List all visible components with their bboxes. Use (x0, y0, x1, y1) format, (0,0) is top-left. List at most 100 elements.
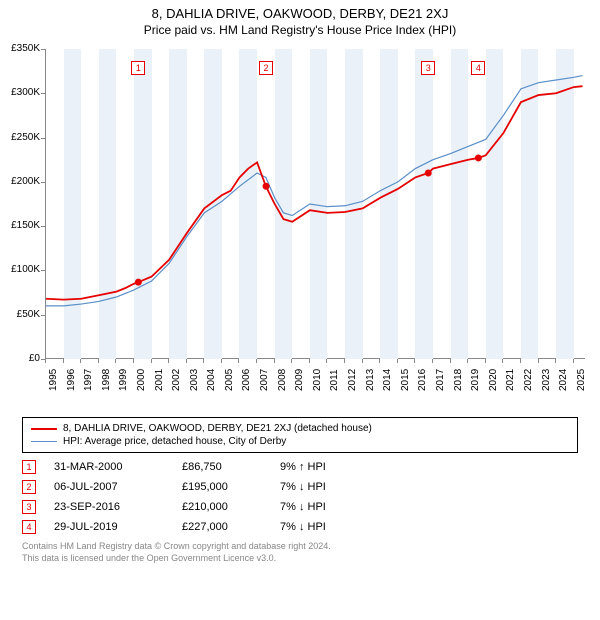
y-tick (41, 315, 45, 316)
x-tick (186, 359, 187, 363)
x-tick (379, 359, 380, 363)
sale-dot-4 (475, 154, 482, 161)
x-tick (397, 359, 398, 363)
sale-row: 3 23-SEP-2016 £210,000 7% ↓ HPI (22, 497, 578, 517)
x-tick (520, 359, 521, 363)
x-tick-label: 2002 (171, 369, 182, 391)
chart-area: 1234 £0£50K£100K£150K£200K£250K£300K£350… (0, 41, 600, 411)
x-tick-label: 1996 (66, 369, 77, 391)
x-tick-label: 2009 (294, 369, 305, 391)
footer: Contains HM Land Registry data © Crown c… (22, 541, 578, 564)
x-tick-label: 2023 (541, 369, 552, 391)
x-tick (151, 359, 152, 363)
legend-item: HPI: Average price, detached house, City… (31, 435, 569, 448)
x-tick-label: 2004 (206, 369, 217, 391)
x-tick (309, 359, 310, 363)
sale-marker: 3 (22, 500, 36, 514)
x-tick (538, 359, 539, 363)
sale-price: £86,750 (182, 461, 262, 473)
x-tick-label: 2022 (523, 369, 534, 391)
x-tick (45, 359, 46, 363)
sale-marker-2: 2 (259, 61, 273, 75)
x-tick (98, 359, 99, 363)
sale-row: 429-JUL-2019£227,0007% ↓ HPI (22, 517, 578, 537)
x-tick-label: 1995 (48, 369, 59, 391)
x-tick (63, 359, 64, 363)
sale-marker-4: 4 (471, 61, 485, 75)
sale-marker-1: 1 (131, 61, 145, 75)
sale-marker: 1 (22, 460, 36, 474)
x-tick (291, 359, 292, 363)
y-tick-label: £300K (0, 87, 40, 98)
x-tick-label: 2018 (453, 369, 464, 391)
x-tick-label: 2005 (224, 369, 235, 391)
plot-area: 1 2 3 4 (45, 49, 585, 359)
x-tick (115, 359, 116, 363)
footer-line-1: Contains HM Land Registry data © Crown c… (22, 541, 578, 553)
x-tick (274, 359, 275, 363)
sale-marker: 4 (22, 520, 36, 534)
x-tick-label: 2010 (312, 369, 323, 391)
title-block: 8, DAHLIA DRIVE, OAKWOOD, DERBY, DE21 2X… (0, 0, 600, 41)
x-tick-label: 2015 (400, 369, 411, 391)
y-tick-label: £200K (0, 176, 40, 187)
sale-dot-2 (263, 183, 270, 190)
y-tick-label: £0 (0, 353, 40, 364)
y-tick (41, 226, 45, 227)
sale-dot-1 (135, 279, 142, 286)
x-tick (573, 359, 574, 363)
sale-date: 31-MAR-2000 (54, 461, 164, 473)
x-tick-label: 2006 (241, 369, 252, 391)
footer-line-2: This data is licensed under the Open Gov… (22, 553, 578, 565)
page-title: 8, DAHLIA DRIVE, OAKWOOD, DERBY, DE21 2X… (10, 6, 590, 21)
line-hpi (46, 76, 582, 306)
x-tick (502, 359, 503, 363)
x-tick (326, 359, 327, 363)
x-tick-label: 2014 (382, 369, 393, 391)
sale-date: 23-SEP-2016 (54, 501, 164, 513)
x-tick (555, 359, 556, 363)
sale-row: 1 31-MAR-2000 £86,750 9% ↑ HPI (22, 457, 578, 477)
chart-container: 8, DAHLIA DRIVE, OAKWOOD, DERBY, DE21 2X… (0, 0, 600, 564)
legend-swatch (31, 441, 57, 442)
y-tick (41, 49, 45, 50)
sale-date: 06-JUL-2007 (54, 481, 164, 493)
page-subtitle: Price paid vs. HM Land Registry's House … (10, 23, 590, 37)
legend-label: HPI: Average price, detached house, City… (63, 436, 286, 447)
y-tick (41, 270, 45, 271)
x-tick (344, 359, 345, 363)
y-tick-label: £250K (0, 132, 40, 143)
legend-label: 8, DAHLIA DRIVE, OAKWOOD, DERBY, DE21 2X… (63, 423, 372, 434)
sales-table: 1 31-MAR-2000 £86,750 9% ↑ HPI 2 06-JUL-2007 £… (22, 457, 578, 537)
x-tick (362, 359, 363, 363)
legend: 8, DAHLIA DRIVE, OAKWOOD, DERBY, DE21 2X… (22, 417, 578, 453)
x-tick-label: 2025 (576, 369, 587, 391)
x-tick-label: 2016 (417, 369, 428, 391)
sale-delta: 9% ↑ HPI (280, 461, 380, 473)
sale-marker-3: 3 (421, 61, 435, 75)
x-tick-label: 1998 (101, 369, 112, 391)
x-tick (485, 359, 486, 363)
x-tick (414, 359, 415, 363)
sale-marker: 2 (22, 480, 36, 494)
y-tick-label: £100K (0, 264, 40, 275)
sale-delta: 7% ↓ HPI (280, 501, 380, 513)
x-tick-label: 2012 (347, 369, 358, 391)
x-tick-label: 2008 (277, 369, 288, 391)
y-tick-label: £150K (0, 220, 40, 231)
x-tick-label: 2011 (329, 369, 340, 391)
x-tick (256, 359, 257, 363)
x-tick (238, 359, 239, 363)
x-tick (80, 359, 81, 363)
x-tick (467, 359, 468, 363)
y-tick (41, 182, 45, 183)
x-tick (450, 359, 451, 363)
sale-row: 206-JUL-2007£195,0007% ↓ HPI (22, 477, 578, 497)
sale-dot-3 (425, 170, 432, 177)
x-tick (432, 359, 433, 363)
sale-price: £210,000 (182, 501, 262, 513)
y-tick (41, 93, 45, 94)
sale-date: 29-JUL-2019 (54, 521, 164, 533)
y-tick (41, 138, 45, 139)
legend-item: 8, DAHLIA DRIVE, OAKWOOD, DERBY, DE21 2X… (31, 422, 569, 435)
